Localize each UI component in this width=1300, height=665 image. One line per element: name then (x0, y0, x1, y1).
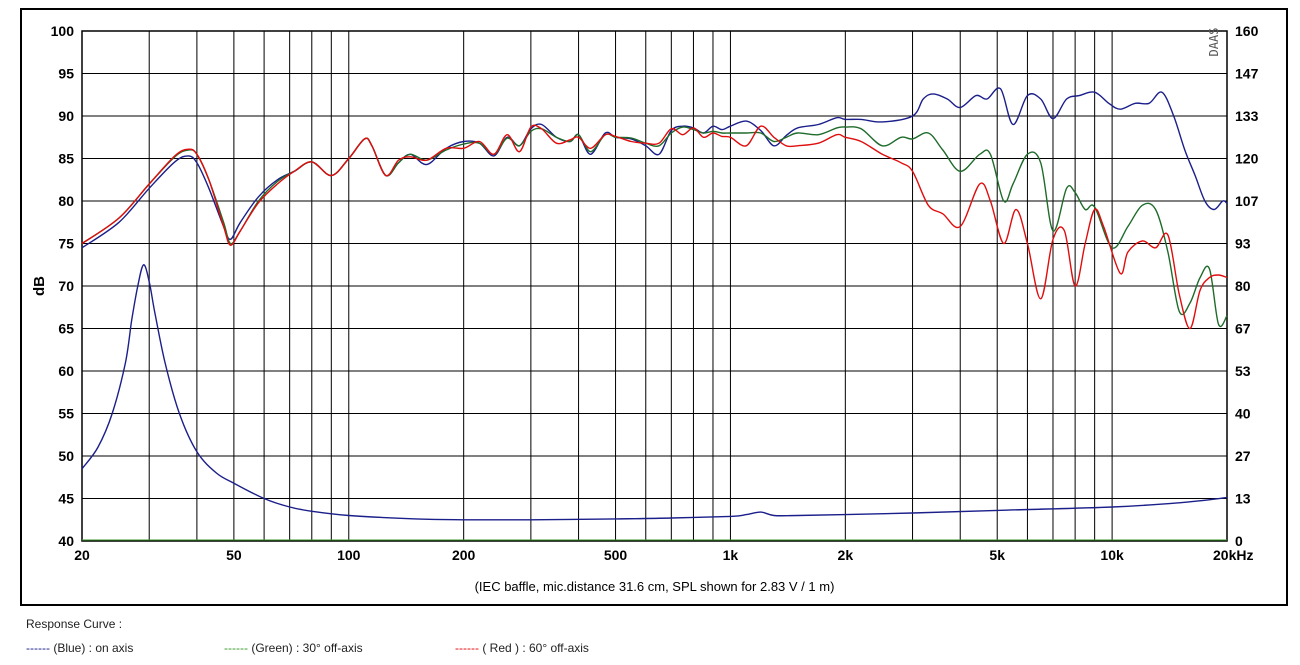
y-tick-label: 90 (58, 108, 74, 124)
x-tick-label: 100 (337, 547, 361, 563)
legend-item-60-off-axis: ------ ( Red ) : 60° off-axis (455, 641, 589, 655)
series-line-impedance (81, 264, 1228, 521)
x-tick-label: 5k (989, 547, 1005, 563)
x-tick-label: 20 (74, 547, 90, 563)
y-tick-label: 60 (58, 363, 74, 379)
legend-dash: ------ (26, 641, 50, 655)
legend-dash: ------ (224, 641, 248, 655)
chart-frame (20, 8, 1288, 606)
series-line-30-off-axis (81, 126, 1228, 328)
y-tick-label: 85 (58, 151, 74, 167)
x-tick-label: 1k (723, 547, 739, 563)
y2-tick-label: 53 (1235, 363, 1251, 379)
chart-subtitle: (IEC baffle, mic.distance 31.6 cm, SPL s… (475, 579, 835, 594)
y2-tick-label: 147 (1235, 66, 1259, 82)
y-tick-label: 100 (51, 23, 75, 39)
frequency-response-chart: 40 45 50 55 60 65 70 75 80 85 90 95 100 0 13 27 40 53 67 80… (31, 23, 1259, 594)
y2-tick-label: 0 (1235, 533, 1243, 549)
y2-tick-label: 133 (1235, 108, 1259, 124)
y-axis-label: dB (31, 276, 48, 296)
y-tick-label: 95 (58, 66, 74, 82)
y2-tick-label: 160 (1235, 23, 1259, 39)
y2-tick-label: 27 (1235, 448, 1251, 464)
y2-tick-label: 13 (1235, 491, 1251, 507)
x-tick-label: 500 (604, 547, 628, 563)
x-tick-label: 200 (452, 547, 476, 563)
y-tick-label: 50 (58, 448, 74, 464)
legend-text: (Blue) : on axis (49, 641, 134, 655)
legend-text: (Green) : 30° off-axis (247, 641, 363, 655)
y2-tick-label: 40 (1235, 406, 1251, 422)
y2-tick-label: 120 (1235, 151, 1259, 167)
y2-tick-label: 107 (1235, 193, 1259, 209)
x-tick-label: 2k (838, 547, 854, 563)
y-tick-label: 80 (58, 193, 74, 209)
series-line-on-axis (81, 87, 1228, 249)
y-tick-label: 55 (58, 406, 74, 422)
legend-item-30-off-axis: ------ (Green) : 30° off-axis (224, 641, 363, 655)
legend-item-on-axis: ------ (Blue) : on axis (26, 641, 133, 655)
y-tick-label: 65 (58, 321, 74, 337)
y-tick-label: 75 (58, 236, 74, 252)
watermark-text: DAAS (1207, 28, 1221, 57)
legend-dash: ------ (455, 641, 479, 655)
x-tick-label: 50 (226, 547, 242, 563)
x-tick-label: 20kHz (1213, 547, 1253, 563)
plot-border (81, 30, 1228, 542)
x-tick-label: 10k (1100, 547, 1124, 563)
y2-tick-label: 93 (1235, 236, 1251, 252)
legend-title: Response Curve : (26, 617, 123, 631)
y-tick-label: 40 (58, 533, 74, 549)
series-line-60-off-axis (81, 124, 1228, 330)
y2-tick-label: 80 (1235, 278, 1251, 294)
y-tick-label: 70 (58, 278, 74, 294)
legend-text: ( Red ) : 60° off-axis (478, 641, 589, 655)
y-tick-label: 45 (58, 491, 74, 507)
y2-tick-label: 67 (1235, 321, 1251, 337)
